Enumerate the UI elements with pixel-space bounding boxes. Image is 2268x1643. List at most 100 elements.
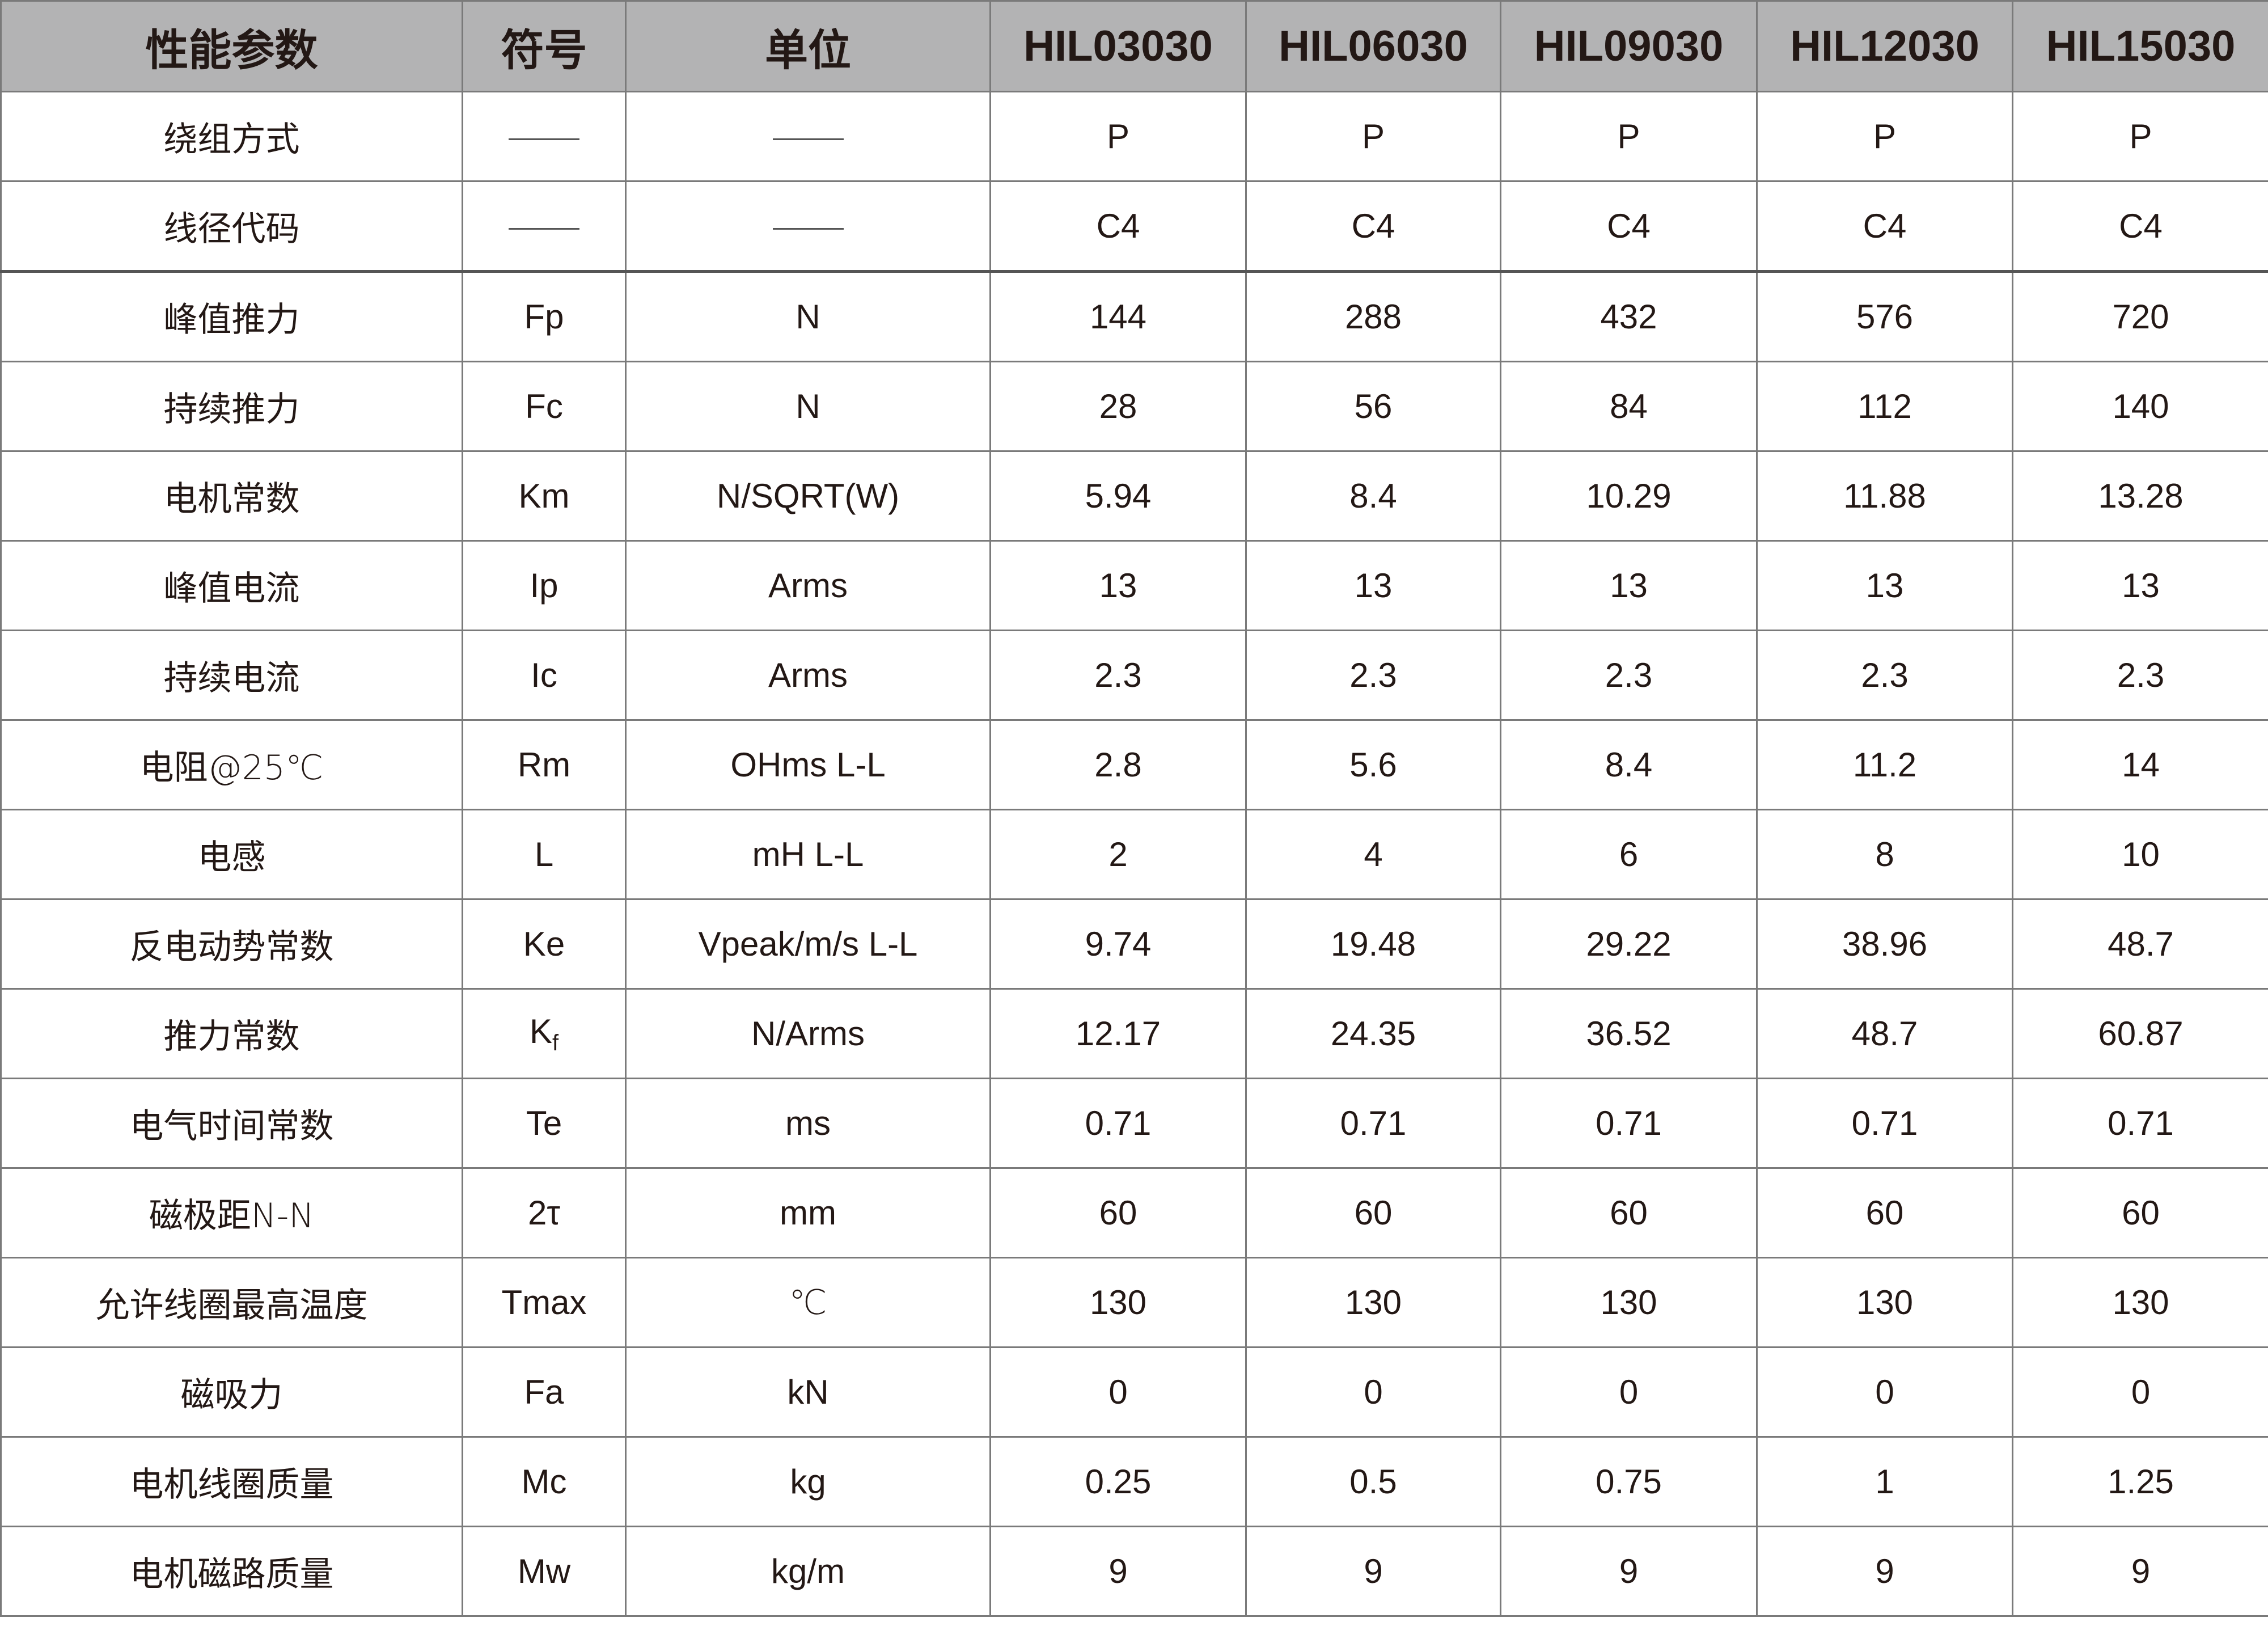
value-cell: 60 [1500, 1167, 1758, 1258]
symbol-text: Fp [524, 298, 564, 336]
table-row: 磁吸力 Fa kN 0 0 0 0 0 [0, 1346, 2268, 1438]
table-row: 电机线圈质量 Mc kg 0.25 0.5 0.75 1 1.25 [0, 1436, 2268, 1527]
column-header: 单位 [625, 0, 991, 92]
table-row: 电机磁路质量 Mw kg/m 9 9 9 9 9 [0, 1526, 2268, 1617]
unit-cell: OHms L-L [625, 719, 991, 810]
value-cell: C4 [1756, 180, 2013, 273]
column-header: 性能参数 [0, 0, 463, 92]
symbol-cell: — [462, 91, 627, 182]
value-cell: 14 [2012, 719, 2268, 810]
symbol-cell: — [462, 180, 627, 273]
symbol-text: Ke [523, 925, 565, 963]
value-cell: 9 [1500, 1526, 1758, 1617]
unit-cell: N/SQRT(W) [625, 450, 991, 542]
table-row: 磁极距N-N 2τ mm 60 60 60 60 60 [0, 1167, 2268, 1258]
param-cell: 持续电流 [0, 630, 463, 721]
value-cell: 9 [1756, 1526, 2013, 1617]
value-cell: 13 [989, 540, 1247, 631]
symbol-cell: Ic [462, 630, 627, 721]
value-cell: 9 [2012, 1526, 2268, 1617]
dash-placeholder: — [509, 138, 579, 140]
value-cell: 144 [989, 271, 1247, 362]
value-cell: 84 [1500, 361, 1758, 452]
symbol-cell: Tmax [462, 1257, 627, 1348]
param-cell: 磁极距N-N [0, 1167, 463, 1258]
value-cell: 6 [1500, 809, 1758, 900]
value-cell: 0.71 [989, 1078, 1247, 1169]
value-cell: 1.25 [2012, 1436, 2268, 1527]
symbol-text: 2τ [527, 1194, 561, 1232]
symbol-cell: Mw [462, 1526, 627, 1617]
param-cell: 持续推力 [0, 361, 463, 452]
unit-cell: N [625, 361, 991, 452]
param-cell: 电感 [0, 809, 463, 900]
symbol-text: Tmax [501, 1283, 587, 1321]
value-cell: 29.22 [1500, 898, 1758, 990]
param-cell: 峰值推力 [0, 271, 463, 362]
symbol-text: Fc [525, 387, 563, 425]
value-cell: 0.71 [1245, 1078, 1501, 1169]
value-cell: 9 [989, 1526, 1247, 1617]
value-cell: 9 [1245, 1526, 1501, 1617]
param-cell: 反电动势常数 [0, 898, 463, 990]
table-row: 持续推力 Fc N 28 56 84 112 140 [0, 361, 2268, 452]
symbol-text: Fa [524, 1373, 564, 1411]
value-cell: P [1756, 91, 2013, 182]
value-cell: 0 [1756, 1346, 2013, 1438]
value-cell: 130 [1500, 1257, 1758, 1348]
param-cell: 电阻@25℃ [0, 719, 463, 810]
symbol-text: K [529, 1012, 552, 1050]
value-cell: 60.87 [2012, 988, 2268, 1079]
value-cell: 130 [989, 1257, 1247, 1348]
symbol-text: L [534, 835, 554, 873]
symbol-cell: Ip [462, 540, 627, 631]
param-cell: 电机磁路质量 [0, 1526, 463, 1617]
value-cell: 13.28 [2012, 450, 2268, 542]
value-cell: 56 [1245, 361, 1501, 452]
symbol-cell: Kf [462, 988, 627, 1079]
value-cell: 8 [1756, 809, 2013, 900]
value-cell: 2.8 [989, 719, 1247, 810]
dash-placeholder: — [772, 138, 844, 140]
value-cell: C4 [1500, 180, 1758, 273]
value-cell: 19.48 [1245, 898, 1501, 990]
symbol-cell: Rm [462, 719, 627, 810]
table-row: 持续电流 Ic Arms 2.3 2.3 2.3 2.3 2.3 [0, 630, 2268, 721]
unit-cell: mm [625, 1167, 991, 1258]
value-cell: 432 [1500, 271, 1758, 362]
symbol-cell: Fc [462, 361, 627, 452]
value-cell: 0.71 [2012, 1078, 2268, 1169]
param-cell: 绕组方式 [0, 91, 463, 182]
value-cell: 4 [1245, 809, 1501, 900]
unit-cell: ℃ [625, 1257, 991, 1348]
value-cell: 60 [989, 1167, 1247, 1258]
value-cell: 8.4 [1245, 450, 1501, 542]
unit-cell: Arms [625, 630, 991, 721]
param-cell: 峰值电流 [0, 540, 463, 631]
value-cell: P [1245, 91, 1501, 182]
value-cell: 11.88 [1756, 450, 2013, 542]
value-cell: 48.7 [2012, 898, 2268, 990]
value-cell: 0 [989, 1346, 1247, 1438]
value-cell: 60 [2012, 1167, 2268, 1258]
symbol-text: Mc [521, 1463, 567, 1501]
unit-cell: kg/m [625, 1526, 991, 1617]
param-cell: 电机常数 [0, 450, 463, 542]
unit-cell: kN [625, 1346, 991, 1438]
symbol-cell: Ke [462, 898, 627, 990]
value-cell: C4 [2012, 180, 2268, 273]
value-cell: 2.3 [1756, 630, 2013, 721]
symbol-cell: 2τ [462, 1167, 627, 1258]
value-cell: 112 [1756, 361, 2013, 452]
value-cell: 9.74 [989, 898, 1247, 990]
value-cell: 720 [2012, 271, 2268, 362]
param-cell: 电机线圈质量 [0, 1436, 463, 1527]
value-cell: 0 [1500, 1346, 1758, 1438]
value-cell: 60 [1245, 1167, 1501, 1258]
unit-cell: ms [625, 1078, 991, 1169]
value-cell: 0.71 [1756, 1078, 2013, 1169]
value-cell: 11.2 [1756, 719, 2013, 810]
symbol-text: Ip [530, 567, 558, 605]
value-cell: 28 [989, 361, 1247, 452]
